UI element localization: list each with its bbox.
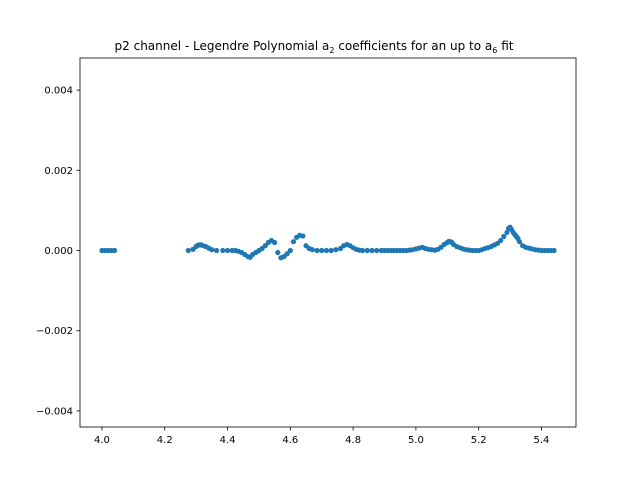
data-point [284,251,290,257]
x-axis: 4.0 4.2 4.4 4.6 4.8 5.0 5.2 5.4 [94,427,549,446]
x-tick-label: 4.4 [220,435,236,446]
data-point [369,247,375,254]
data-point [374,247,380,254]
data-point [309,247,315,253]
data-point [323,247,330,254]
y-tick-label: 0.000 [44,246,73,257]
data-point [300,233,306,239]
data-point [224,247,231,254]
y-tick-label: 0.004 [44,86,73,97]
data-point [287,247,293,254]
data-point [262,243,268,249]
data-point [501,233,507,240]
data-point [272,239,278,246]
x-tick-label: 5.0 [408,435,424,446]
y-tick-label: −0.004 [36,406,73,417]
y-tick-label: 0.002 [44,166,73,177]
data-point [359,247,366,254]
data-point [111,247,118,254]
x-tick-label: 5.4 [534,435,550,446]
data-point [314,247,320,254]
chart-title: p2 channel - Legendre Polynomial a2 coef… [115,39,514,55]
data-point [209,247,215,253]
data-point [364,247,370,254]
x-tick-label: 4.0 [94,435,110,446]
data-point [551,247,557,254]
x-tick-label: 4.8 [345,435,361,446]
data-point [213,247,220,254]
data-points [99,224,557,261]
data-point [516,239,523,245]
data-point [498,237,504,244]
data-point [504,229,510,236]
x-tick-label: 4.6 [282,435,298,446]
data-point [328,247,334,254]
data-point [185,247,191,254]
y-tick-label: −0.002 [36,326,73,337]
data-point [220,247,226,254]
data-point [290,239,297,245]
data-point [319,247,325,254]
data-point [333,247,339,253]
y-axis: −0.004 −0.002 0.000 0.002 0.004 [36,86,80,417]
plot-frame [79,57,577,428]
x-tick-label: 4.2 [157,435,173,446]
x-tick-label: 5.2 [471,435,487,446]
data-point [275,249,281,256]
